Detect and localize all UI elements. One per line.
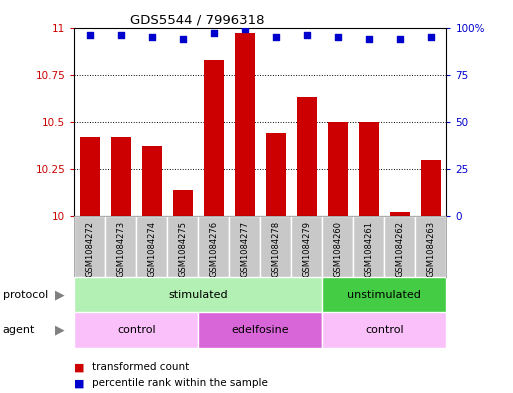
Bar: [74, 277, 322, 312]
Bar: [199, 216, 229, 277]
Bar: [105, 216, 136, 277]
Bar: [142, 146, 162, 216]
Bar: [322, 216, 353, 277]
Point: [272, 34, 280, 40]
Text: ■: ■: [74, 362, 85, 373]
Text: GSM1084262: GSM1084262: [396, 221, 404, 277]
Bar: [322, 277, 446, 312]
Bar: [384, 216, 416, 277]
Bar: [266, 133, 286, 216]
Bar: [353, 216, 384, 277]
Bar: [390, 212, 410, 216]
Bar: [235, 33, 255, 216]
Text: GSM1084263: GSM1084263: [426, 221, 436, 277]
Text: ■: ■: [74, 378, 85, 388]
Text: GSM1084275: GSM1084275: [179, 221, 187, 277]
Text: agent: agent: [3, 325, 35, 335]
Bar: [421, 160, 441, 216]
Text: stimulated: stimulated: [169, 290, 228, 300]
Point: [303, 32, 311, 38]
Text: GSM1084273: GSM1084273: [116, 221, 125, 277]
Bar: [199, 312, 322, 348]
Bar: [136, 216, 167, 277]
Point: [179, 36, 187, 42]
Text: unstimulated: unstimulated: [347, 290, 421, 300]
Text: GSM1084277: GSM1084277: [241, 221, 249, 277]
Text: control: control: [365, 325, 404, 335]
Bar: [328, 122, 348, 216]
Text: GSM1084276: GSM1084276: [209, 221, 219, 277]
Bar: [297, 97, 317, 216]
Point: [241, 26, 249, 33]
Text: GSM1084278: GSM1084278: [271, 221, 280, 277]
Text: GSM1084261: GSM1084261: [364, 221, 373, 277]
Point: [148, 34, 156, 40]
Point: [427, 34, 435, 40]
Bar: [80, 137, 100, 216]
Point: [117, 32, 125, 38]
Bar: [111, 137, 131, 216]
Bar: [416, 216, 446, 277]
Text: GSM1084274: GSM1084274: [147, 221, 156, 277]
Text: percentile rank within the sample: percentile rank within the sample: [92, 378, 268, 388]
Text: GSM1084272: GSM1084272: [85, 221, 94, 277]
Text: ▶: ▶: [54, 288, 64, 301]
Text: edelfosine: edelfosine: [231, 325, 289, 335]
Text: GSM1084279: GSM1084279: [302, 221, 311, 277]
Text: control: control: [117, 325, 155, 335]
Text: GDS5544 / 7996318: GDS5544 / 7996318: [130, 13, 265, 26]
Point: [396, 36, 404, 42]
Text: protocol: protocol: [3, 290, 48, 300]
Point: [334, 34, 342, 40]
Point: [210, 30, 218, 36]
Text: transformed count: transformed count: [92, 362, 190, 373]
Bar: [359, 122, 379, 216]
Point: [86, 32, 94, 38]
Text: GSM1084260: GSM1084260: [333, 221, 342, 277]
Text: ▶: ▶: [54, 323, 64, 337]
Bar: [229, 216, 260, 277]
Bar: [322, 312, 446, 348]
Bar: [74, 312, 199, 348]
Bar: [74, 216, 105, 277]
Bar: [173, 190, 193, 216]
Bar: [204, 60, 224, 216]
Bar: [260, 216, 291, 277]
Bar: [167, 216, 199, 277]
Point: [365, 36, 373, 42]
Bar: [291, 216, 322, 277]
